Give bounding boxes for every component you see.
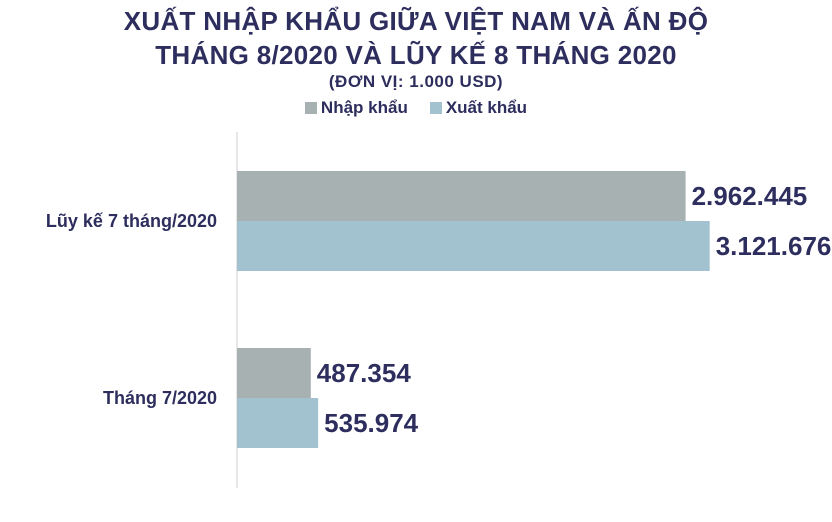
- legend-item-export: Xuất khẩu: [429, 98, 528, 118]
- data-label: 3.121.676: [716, 231, 832, 261]
- legend-swatch-export: [429, 102, 442, 114]
- legend: Nhập khẩu Xuất khẩu: [0, 98, 832, 118]
- legend-label-export: Xuất khẩu: [445, 98, 528, 117]
- bar-export: [237, 398, 319, 448]
- bar-export: [237, 221, 710, 271]
- data-label: 487.354: [317, 358, 412, 388]
- data-label: 535.974: [324, 408, 419, 438]
- category-label: Lũy kế 7 tháng/2020: [46, 211, 217, 231]
- legend-swatch-import: [304, 102, 317, 114]
- bar-import: [237, 171, 686, 221]
- chart-title-line1: XUẤT NHẬP KHẨU GIỮA VIỆT NAM VÀ ẤN ĐỘ: [123, 6, 709, 36]
- category-label: Tháng 7/2020: [103, 388, 217, 408]
- legend-item-import: Nhập khẩu: [304, 98, 408, 118]
- data-label: 2.962.445: [692, 181, 808, 211]
- legend-label-import: Nhập khẩu: [320, 98, 408, 117]
- bar-import: [237, 348, 311, 398]
- chart-unit: (ĐƠN VỊ: 1.000 USD): [328, 72, 504, 91]
- chart-title-line2: THÁNG 8/2020 VÀ LŨY KẾ 8 THÁNG 2020: [155, 40, 677, 70]
